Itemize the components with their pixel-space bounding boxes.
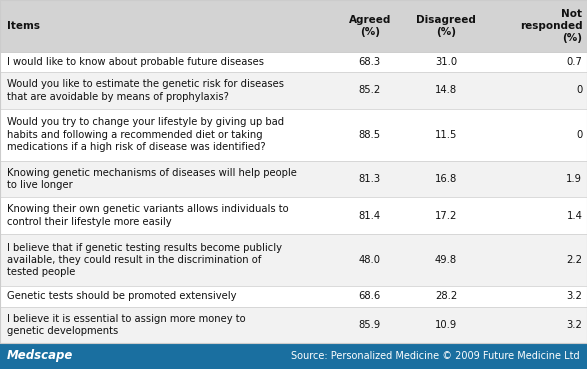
Text: 28.2: 28.2 <box>435 292 457 301</box>
Text: Agreed
(%): Agreed (%) <box>349 15 391 37</box>
Bar <box>0 72 587 109</box>
Bar <box>0 343 587 369</box>
Text: Disagreed
(%): Disagreed (%) <box>416 15 476 37</box>
Text: I believe that if genetic testing results become publicly
available, they could : I believe that if genetic testing result… <box>7 242 282 277</box>
Text: 3.2: 3.2 <box>566 320 582 330</box>
Text: 68.6: 68.6 <box>359 292 381 301</box>
Text: 88.5: 88.5 <box>359 130 381 140</box>
Text: 16.8: 16.8 <box>435 174 457 184</box>
Text: 11.5: 11.5 <box>435 130 457 140</box>
Text: 10.9: 10.9 <box>435 320 457 330</box>
Bar <box>0 197 587 234</box>
Text: 17.2: 17.2 <box>435 211 457 221</box>
Text: 2.2: 2.2 <box>566 255 582 265</box>
Text: Knowing genetic mechanisms of diseases will help people
to live longer: Knowing genetic mechanisms of diseases w… <box>7 168 297 190</box>
Text: Knowing their own genetic variants allows individuals to
control their lifestyle: Knowing their own genetic variants allow… <box>7 204 289 227</box>
Text: I would like to know about probable future diseases: I would like to know about probable futu… <box>7 57 264 67</box>
Text: 85.2: 85.2 <box>359 86 381 96</box>
Text: 1.4: 1.4 <box>566 211 582 221</box>
Bar <box>0 161 587 197</box>
Text: 85.9: 85.9 <box>359 320 381 330</box>
Text: 31.0: 31.0 <box>435 57 457 67</box>
Text: Not
responded
(%): Not responded (%) <box>519 8 582 43</box>
Text: Would you like to estimate the genetic risk for diseases
that are avoidable by m: Would you like to estimate the genetic r… <box>7 79 284 102</box>
Text: 49.8: 49.8 <box>435 255 457 265</box>
Bar <box>0 52 587 72</box>
Text: 48.0: 48.0 <box>359 255 381 265</box>
Text: 0.7: 0.7 <box>566 57 582 67</box>
Text: 14.8: 14.8 <box>435 86 457 96</box>
Text: Would you try to change your lifestyle by giving up bad
habits and following a r: Would you try to change your lifestyle b… <box>7 117 284 152</box>
Text: 81.3: 81.3 <box>359 174 381 184</box>
Bar <box>0 234 587 286</box>
Text: 1.9: 1.9 <box>566 174 582 184</box>
Text: Genetic tests should be promoted extensively: Genetic tests should be promoted extensi… <box>7 292 237 301</box>
Text: Source: Personalized Medicine © 2009 Future Medicine Ltd: Source: Personalized Medicine © 2009 Fut… <box>291 351 580 361</box>
Text: 0: 0 <box>576 86 582 96</box>
Bar <box>0 109 587 161</box>
Text: 3.2: 3.2 <box>566 292 582 301</box>
Text: Medscape: Medscape <box>7 349 73 362</box>
Text: Items: Items <box>7 21 40 31</box>
Text: 68.3: 68.3 <box>359 57 381 67</box>
Bar <box>0 286 587 307</box>
Bar <box>0 307 587 343</box>
Text: I believe it is essential to assign more money to
genetic developments: I believe it is essential to assign more… <box>7 314 246 336</box>
Bar <box>0 0 587 52</box>
Text: 81.4: 81.4 <box>359 211 381 221</box>
Text: 0: 0 <box>576 130 582 140</box>
